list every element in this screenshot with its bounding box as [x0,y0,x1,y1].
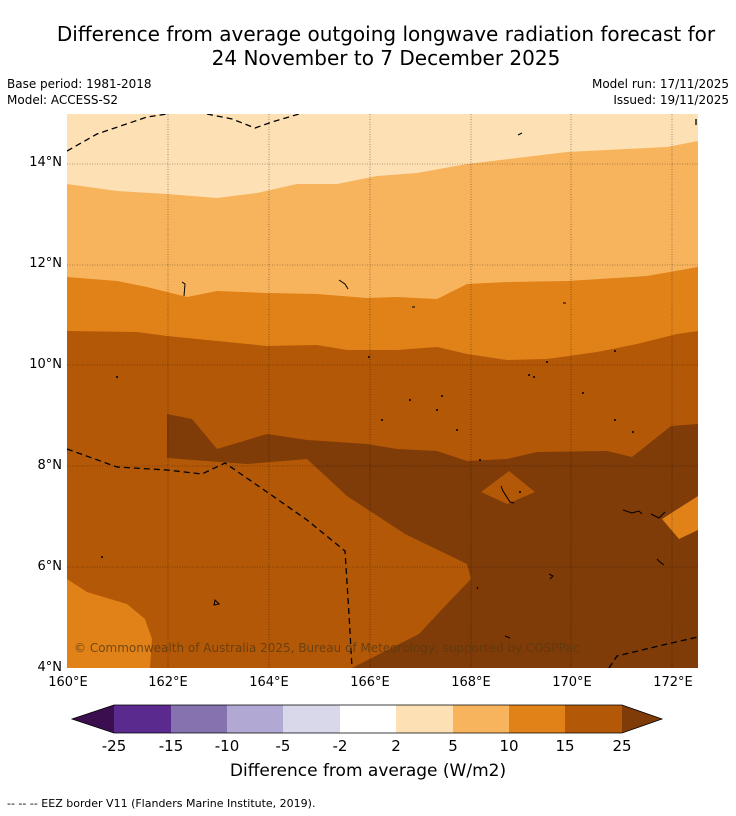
island-7 [500,485,515,504]
island-11 [656,558,665,566]
islands [181,132,666,639]
island-9 [650,511,666,519]
colorbar-bin [509,705,565,733]
title-line-1: Difference from average outgoing longwav… [56,22,716,46]
eez-border-north [206,114,300,129]
colorbar-tick: 5 [448,737,458,755]
lon-label-164: 164°E [249,675,289,690]
island-12 [476,586,479,590]
island-dot [456,429,458,431]
colorbar-tick: 25 [612,737,632,755]
colorbar-svg [70,704,664,734]
colorbar-label: Difference from average (W/m2) [229,761,507,781]
island-dot [614,419,616,421]
island-dot [381,419,383,421]
island-dot [368,356,370,358]
lat-label-10: 10°N [29,357,62,372]
colorbar-bin [171,705,227,733]
base-period: Base period: 1981-2018 [7,77,152,91]
island-dot [116,376,118,378]
lon-label-160: 160°E [48,675,88,690]
island-8 [622,509,643,515]
copyright-credit: © Commonwealth of Australia 2025, Bureau… [74,641,580,655]
colorbar-tick: -2 [332,737,348,755]
graticule [67,114,698,668]
island-dot [528,374,530,376]
map-area[interactable] [67,114,698,668]
band-2-5 [67,114,698,198]
lon-label-162: 162°E [148,675,188,690]
meta-right: Model run: 17/11/2025 Issued: 19/11/2025 [592,76,729,108]
model-run: Model run: 17/11/2025 [591,77,729,91]
colorbar-bin [283,705,340,733]
colorbar-tick: -25 [101,737,127,755]
lat-label-8: 8°N [37,458,63,473]
colorbar-bin [565,705,622,733]
colorbar-extend-low [72,705,114,733]
colorbar [70,703,666,741]
eez-border-central [67,448,353,668]
island-13 [504,635,511,639]
island-3 [338,279,349,290]
model-name: Model: ACCESS-S2 [7,93,119,107]
lat-label-14: 14°N [29,155,62,170]
island-dot [614,350,616,352]
island-dot [101,556,103,558]
map-svg [67,114,698,668]
colorbar-extend-high [622,705,662,733]
lon-label-166: 166°E [350,675,390,690]
island-1 [517,132,523,136]
island-dot [546,361,548,363]
lon-label-172: 172°E [653,675,693,690]
island-dot [582,392,584,394]
map-title: Difference from average outgoing longwav… [0,22,736,70]
colorbar-tick: 15 [555,737,575,755]
colorbar-tick: -15 [158,737,184,755]
colorbar-bin [227,705,283,733]
eez-footnote: -- -- -- EEZ border V11 (Flanders Marine… [7,797,316,810]
island-dot [436,409,438,411]
eez-border-south-east [608,636,698,668]
colorbar-tick: 2 [391,737,401,755]
issued-date: Issued: 19/11/2025 [613,93,729,107]
island-6 [213,598,221,606]
colorbar-bin [453,705,509,733]
island-dots [101,350,634,558]
island-dot [632,431,634,433]
island-dot [441,395,443,397]
patch-southwest [67,579,152,668]
eez-borders [67,114,698,668]
lon-label-168: 168°E [451,675,491,690]
patch-central [481,471,535,504]
eez-border-north-west [67,114,168,152]
colorbar-bin [396,705,453,733]
colorbar-bin [340,705,396,733]
island-2 [181,281,186,297]
lat-label-4: 4°N [37,660,63,675]
island-dot [479,459,481,461]
colorbar-tick: -10 [214,737,240,755]
colorbar-bin [114,705,171,733]
lon-label-170: 170°E [552,675,592,690]
patch-east [662,496,698,539]
title-line-2: 24 November to 7 December 2025 [211,46,561,70]
meta-left: Base period: 1981-2018 Model: ACCESS-S2 [7,76,152,108]
island-dot [519,491,521,493]
island-dot [409,399,411,401]
lat-label-12: 12°N [29,256,62,271]
island-dot [533,376,535,378]
lat-label-6: 6°N [37,559,63,574]
colorbar-tick: 10 [499,737,519,755]
colorbar-outline [70,704,664,734]
colorbar-tick: -5 [275,737,291,755]
island-10 [548,573,554,580]
